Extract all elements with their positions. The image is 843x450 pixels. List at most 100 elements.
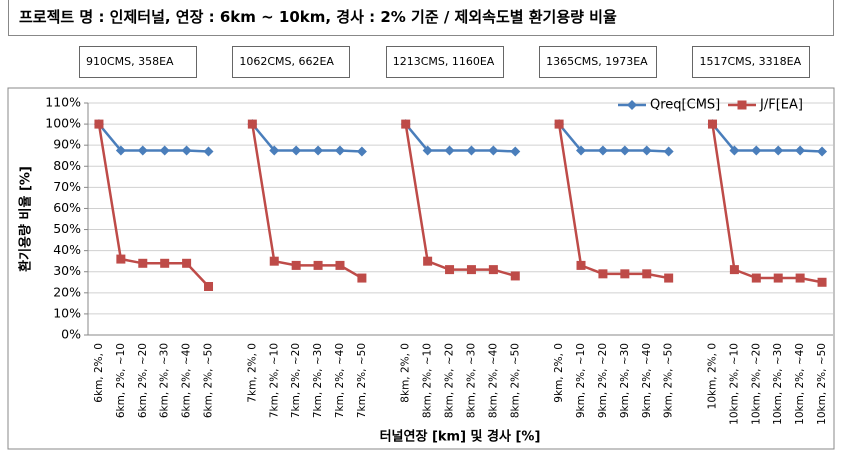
x-tick-label: 6km, 2%, ~30 [159, 343, 171, 418]
y-tick-label: 90% [53, 137, 81, 152]
x-tick-label: 8km, 2%, 0 [400, 343, 412, 403]
point [576, 260, 586, 270]
point [620, 269, 630, 279]
point [664, 273, 674, 283]
point [159, 145, 170, 156]
x-tick-label: 8km, 2%, ~10 [422, 343, 434, 418]
point [729, 145, 740, 156]
point [488, 265, 498, 275]
point [729, 265, 739, 275]
x-tick-label: 8km, 2%, ~40 [487, 343, 499, 418]
group-label: 1213CMS, 1160EA [385, 46, 504, 78]
point [707, 119, 717, 129]
group-label: 1517CMS, 3318EA [692, 46, 811, 78]
point [444, 145, 455, 156]
y-tick-label: 70% [53, 179, 81, 194]
x-tick-label: 10km, 2%, ~10 [728, 343, 740, 425]
point [269, 256, 279, 266]
point [663, 146, 674, 157]
point [137, 145, 148, 156]
point [269, 145, 280, 156]
x-tick-label: 9km, 2%, ~20 [597, 343, 609, 418]
point [510, 146, 521, 157]
y-tick-label: 40% [53, 242, 81, 257]
x-tick-label: 7km, 2%, ~30 [312, 343, 324, 418]
point [619, 145, 630, 156]
x-tick-label: 7km, 2%, 0 [246, 343, 258, 403]
point [335, 260, 345, 270]
x-tick-label: 7km, 2%, ~50 [356, 343, 368, 418]
point [181, 145, 192, 156]
point [313, 145, 324, 156]
x-tick-label: 10km, 2%, ~30 [772, 343, 784, 425]
legend-marker [627, 100, 637, 110]
point [115, 145, 126, 156]
point [773, 145, 784, 156]
y-tick-label: 100% [45, 116, 81, 131]
point [642, 269, 652, 279]
x-tick-label: 6km, 2%, ~50 [203, 343, 215, 418]
group-label: 910CMS, 358EA [78, 46, 197, 78]
point [423, 256, 433, 266]
x-tick-label: 9km, 2%, ~10 [575, 343, 587, 418]
point [291, 260, 301, 270]
point [795, 273, 805, 283]
point [334, 145, 345, 156]
x-tick-label: 7km, 2%, ~20 [290, 343, 302, 418]
y-axis-label: 환기용량 비율 [%] [18, 166, 34, 272]
point [422, 145, 433, 156]
y-tick-label: 50% [53, 221, 81, 236]
x-tick-label: 9km, 2%, ~50 [663, 343, 675, 418]
point [488, 145, 499, 156]
x-tick-label: 6km, 2%, ~20 [137, 343, 149, 418]
point [160, 258, 170, 268]
y-tick-label: 0% [61, 327, 81, 342]
point [576, 145, 587, 156]
legend-label: J/F[EA] [759, 98, 803, 113]
x-tick-label: 8km, 2%, ~30 [465, 343, 477, 418]
chart-frame [7, 87, 835, 450]
point [554, 119, 564, 129]
point [751, 273, 761, 283]
group-label: 1365CMS, 1973EA [539, 46, 658, 78]
x-tick-label: 7km, 2%, ~40 [334, 343, 346, 418]
series-line [97, 123, 823, 153]
point [116, 254, 126, 264]
point [182, 258, 192, 268]
x-tick-label: 8km, 2%, ~50 [509, 343, 521, 418]
x-tick-label: 10km, 2%, ~20 [750, 343, 762, 425]
y-tick-label: 60% [53, 200, 81, 215]
x-tick-label: 6km, 2%, 0 [93, 343, 105, 403]
y-tick-label: 80% [53, 158, 81, 173]
point [247, 119, 257, 129]
point [401, 119, 411, 129]
point [795, 145, 806, 156]
y-tick-label: 110% [45, 95, 81, 110]
x-tick-label: 9km, 2%, ~30 [619, 343, 631, 418]
point [203, 146, 214, 157]
x-tick-label: 10km, 2%, 0 [706, 343, 718, 409]
x-tick-label: 7km, 2%, ~10 [268, 343, 280, 418]
chart-title: 프로젝트 명 : 인제터널, 연장 : 6km ~ 10km, 경사 : 2% … [8, 0, 834, 36]
x-tick-label: 9km, 2%, ~40 [641, 343, 653, 418]
x-tick-label: 10km, 2%, ~40 [794, 343, 806, 425]
point [356, 146, 367, 157]
x-tick-label: 10km, 2%, ~50 [816, 343, 828, 425]
point [773, 273, 783, 283]
point [466, 265, 476, 275]
point [445, 265, 455, 275]
x-tick-label: 6km, 2%, ~40 [181, 343, 193, 418]
point [598, 269, 608, 279]
x-tick-label: 6km, 2%, ~10 [115, 343, 127, 418]
x-tick-label: 9km, 2%, 0 [553, 343, 565, 403]
x-tick-label: 8km, 2%, ~20 [444, 343, 456, 418]
point [94, 119, 104, 129]
point [204, 281, 214, 291]
y-tick-label: 30% [53, 263, 81, 278]
legend-label: Qreq[CMS] [650, 98, 720, 113]
series-line [97, 123, 823, 288]
legend-marker [737, 100, 747, 110]
point [466, 145, 477, 156]
